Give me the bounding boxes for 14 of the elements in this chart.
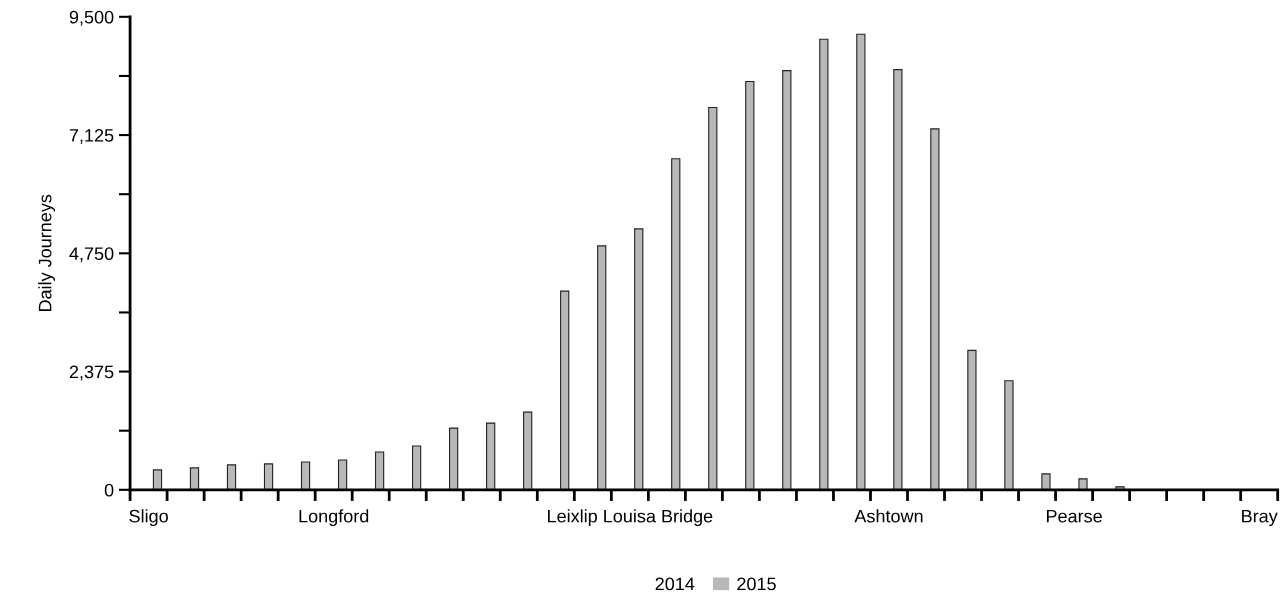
x-tick-label: Sligo xyxy=(129,509,168,527)
x-tick-label: Bray xyxy=(1242,509,1278,527)
y-tick-label: 4,750 xyxy=(69,247,114,263)
x-tick-label: Ashtown xyxy=(854,509,923,523)
x-tick-label: Pearse xyxy=(1046,509,1102,523)
y-tick-label: 2,375 xyxy=(69,365,114,381)
x-tick-label: Leixlip Louisa Bridge xyxy=(548,509,713,527)
text: 2014 xyxy=(655,577,695,591)
y-axis-title: Daily Journeys xyxy=(38,194,56,312)
x-tick-label: Longford xyxy=(299,509,369,527)
legend-label: 2015 xyxy=(737,577,776,591)
y-tick-label: 9,500 xyxy=(69,10,114,26)
y-tick-label: 7,125 xyxy=(69,129,114,144)
y-tick-label: 0 xyxy=(104,483,114,497)
